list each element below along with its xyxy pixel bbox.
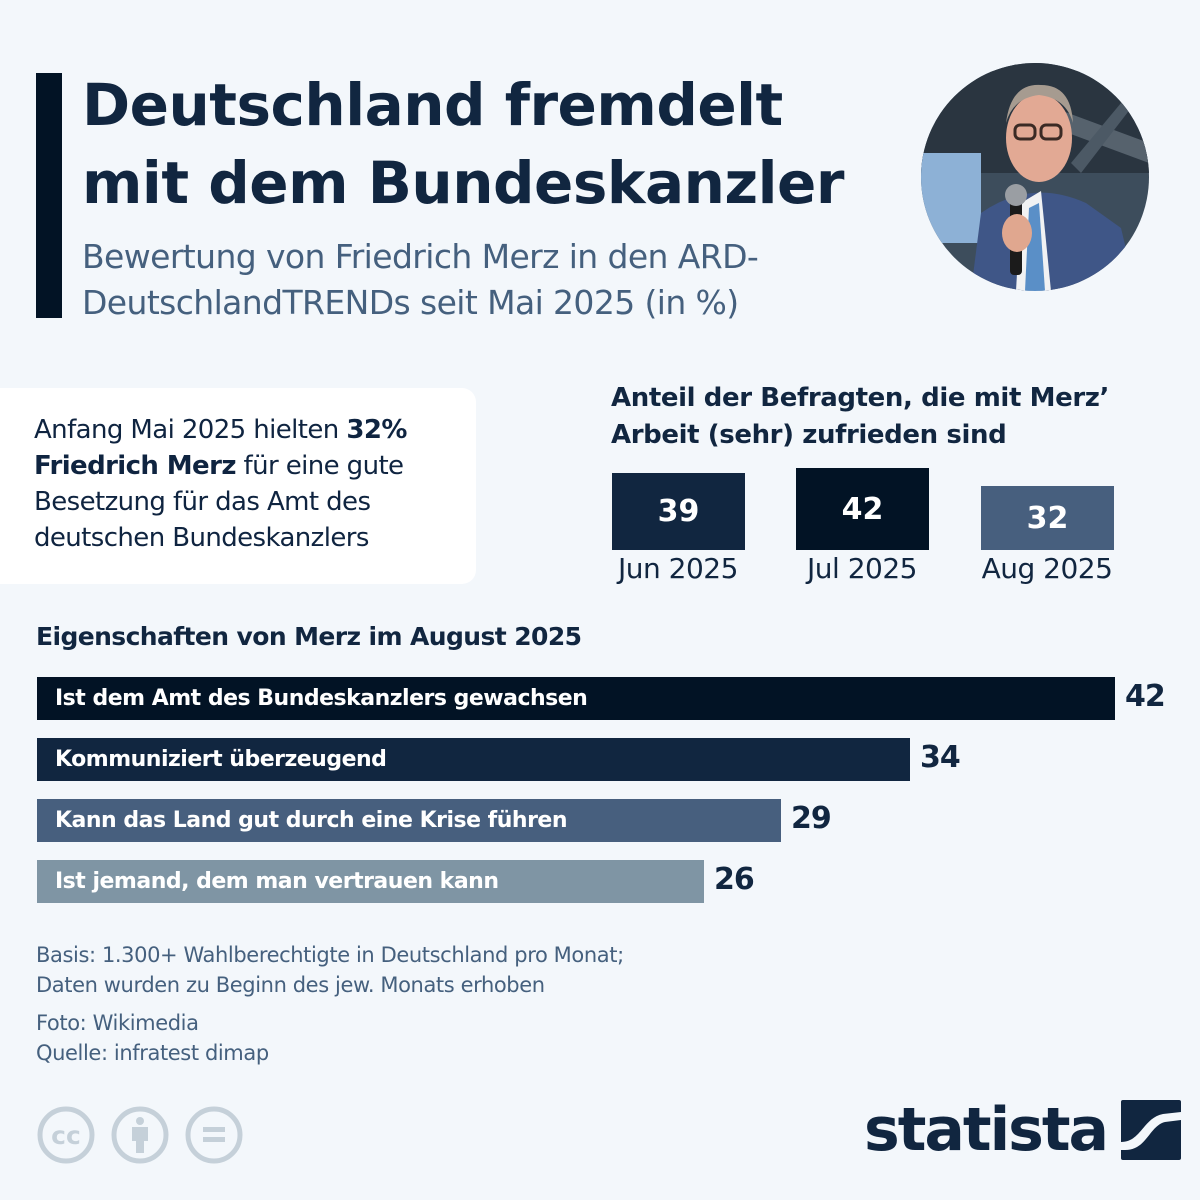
trait-bar-value: 42 [1125, 679, 1166, 714]
satisfaction-month-label: Jun 2025 [618, 552, 738, 585]
portrait-photo [921, 63, 1149, 291]
trait-bar-label: Ist jemand, dem man vertrauen kann [55, 869, 499, 894]
trait-bar-label: Kann das Land gut durch eine Krise führe… [55, 808, 568, 833]
statista-mark-icon [1121, 1100, 1182, 1160]
basis-note-2: Daten wurden zu Beginn des jew. Monats e… [36, 973, 545, 997]
trait-bar-value: 34 [920, 740, 961, 775]
satisfaction-box: 39 [612, 473, 745, 550]
trait-bar: Ist dem Amt des Bundeskanzlers gewachsen [37, 677, 1115, 720]
page-subtitle: Bewertung von Friedrich Merz in den ARD-… [82, 237, 759, 322]
trait-bar-value: 29 [791, 801, 832, 836]
brand-name: statista [864, 1095, 1109, 1165]
svg-text:cc: cc [51, 1121, 81, 1150]
satisfaction-month-label: Jul 2025 [807, 552, 917, 585]
trait-bar: Kommuniziert überzeugend [37, 738, 910, 781]
satisfaction-value: 42 [841, 491, 884, 527]
trait-bar-label: Kommuniziert überzeugend [55, 747, 387, 772]
statista-logo[interactable]: statista [864, 1095, 1182, 1165]
info-text-before: Anfang Mai 2025 hielten [34, 415, 347, 445]
trait-bar-value: 26 [714, 862, 755, 897]
satisfaction-month-label: Aug 2025 [981, 552, 1113, 585]
info-highlight-name: Friedrich Merz [34, 451, 236, 481]
satisfaction-value: 32 [1026, 500, 1069, 536]
satisfaction-box: 32 [981, 486, 1114, 550]
satisfaction-title: Anteil der Befragten, die mit Merz’ Arbe… [611, 383, 1109, 450]
satisfaction-box: 42 [796, 468, 929, 550]
source-note: Quelle: infratest dimap [36, 1041, 269, 1065]
trait-bar: Kann das Land gut durch eine Krise führe… [37, 799, 781, 842]
no-derivatives-icon[interactable] [184, 1105, 244, 1165]
satisfaction-chart: 39 Jun 2025 42 Jul 2025 32 Aug 2025 [600, 450, 1160, 600]
creative-commons-icon[interactable]: cc [36, 1105, 96, 1165]
basis-note: Basis: 1.300+ Wahlberechtigte in Deutsch… [36, 943, 624, 967]
info-text: Anfang Mai 2025 hielten 32% Friedrich Me… [34, 412, 464, 556]
title-accent-bar [36, 73, 62, 318]
attribution-icon[interactable] [110, 1105, 170, 1165]
portrait-illustration [921, 63, 1149, 291]
satisfaction-value: 39 [657, 494, 700, 529]
trait-bar-label: Ist dem Amt des Bundeskanzlers gewachsen [55, 686, 588, 711]
photo-credit: Foto: Wikimedia [36, 1011, 199, 1035]
info-text-after: für eine gute Besetzung für das Amt des … [34, 451, 404, 553]
trait-bar: Ist jemand, dem man vertrauen kann [37, 860, 704, 903]
page-title: Deutschland fremdelt mit dem Bundeskanzl… [82, 71, 844, 217]
license-icons: cc [36, 1105, 244, 1165]
traits-chart-title: Eigenschaften von Merz im August 2025 [36, 622, 582, 651]
info-highlight-value: 32% [346, 415, 407, 445]
info-box [0, 388, 476, 584]
